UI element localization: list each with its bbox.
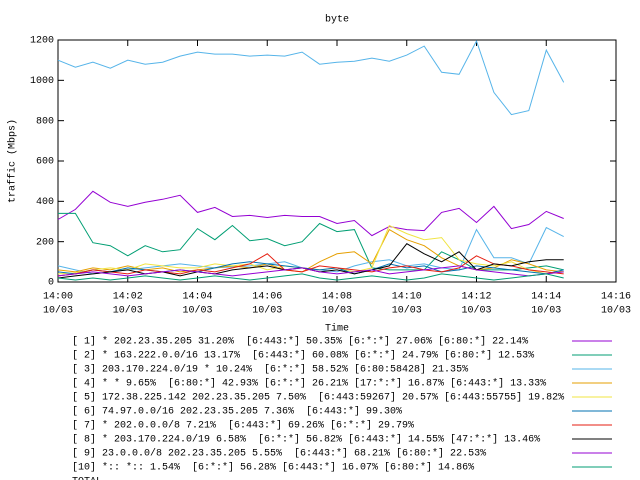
x-tick-label: 14:04 [182,292,212,303]
y-tick-label: 1000 [30,76,54,87]
legend-label: [ 7] * 202.0.0.0/8 7.21% [6:443:*] 69.26… [72,420,414,432]
legend-label: [ 1] * 202.23.35.205 31.20% [6:443:*] 50… [72,336,528,348]
series-line [57,273,564,281]
legend-label: [ 5] 172.38.225.142 202.23.35.205 7.50% … [72,392,564,404]
series-line [57,253,564,277]
x-tick-date: 10/03 [43,305,73,317]
y-tick-label: 600 [36,157,54,168]
x-tick-date: 10/03 [182,305,212,317]
chart-title: byte [325,14,349,26]
series-line [57,190,564,237]
legend-label: [ 6] 74.97.0.0/16 202.23.35.205 7.36% [6… [72,406,402,418]
y-tick-label: 0 [48,278,54,289]
y-tick-label: 400 [36,197,54,208]
x-tick-date: 10/03 [461,305,491,317]
x-tick-label: 14:06 [252,292,282,303]
x-tick-date: 10/03 [392,305,422,317]
series-line [57,265,564,277]
x-tick-label: 14:12 [461,292,491,303]
x-tick-date: 10/03 [113,305,143,317]
legend-label: TOTAL [72,477,102,480]
x-tick-label: 14:08 [322,292,352,303]
y-tick-label: 1200 [30,36,54,47]
x-axis-label: Time [325,323,349,335]
y-axis-label: traffic (Mbps) [7,119,19,203]
x-tick-date: 10/03 [531,305,561,317]
legend-label: [ 8] * 203.170.224.0/19 6.58% [6:*:*] 56… [72,434,540,446]
x-tick-date: 10/03 [322,305,352,317]
x-tick-label: 14:16 [601,292,631,303]
legend-label: [ 4] * * 9.65% [6:80:*] 42.93% [6:*:*] 2… [72,378,546,390]
x-tick-label: 14:14 [531,292,561,303]
x-tick-date: 10/03 [601,305,631,317]
x-tick-label: 14:00 [43,292,73,303]
x-tick-label: 14:10 [392,292,422,303]
x-tick-date: 10/03 [252,305,282,317]
legend-label: [ 2] * 163.222.0.0/16 13.17% [6:443:*] 6… [72,350,534,362]
legend-label: [10] *:: *:: 1.54% [6:*:*] 56.28% [6:443… [72,462,474,474]
x-tick-label: 14:02 [113,292,143,303]
series-line [57,39,565,116]
y-tick-label: 800 [36,116,54,127]
y-tick-label: 200 [36,237,54,248]
legend-label: [ 3] 203.170.224.0/19 * 10.24% [6:*:*] 5… [72,364,468,376]
legend-label: [ 9] 23.0.0.0/8 202.23.35.205 5.55% [6:4… [72,448,486,460]
